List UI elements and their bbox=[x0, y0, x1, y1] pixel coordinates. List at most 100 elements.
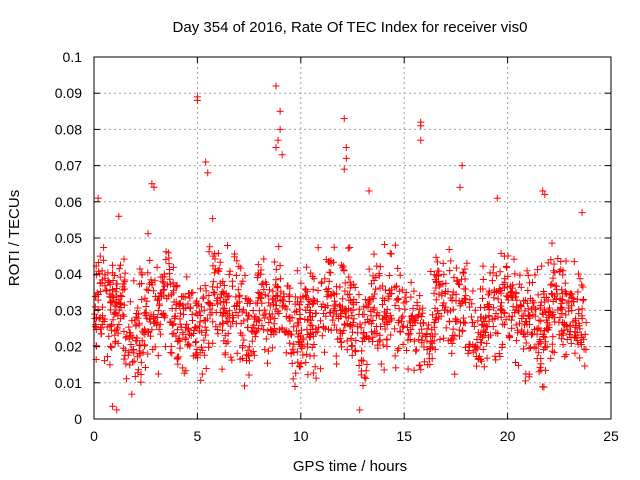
data-point bbox=[183, 273, 191, 281]
data-point bbox=[465, 346, 473, 354]
data-point bbox=[144, 230, 152, 238]
data-point bbox=[184, 325, 192, 333]
data-point bbox=[276, 107, 284, 115]
data-point bbox=[278, 151, 286, 159]
data-point bbox=[193, 297, 201, 305]
data-point bbox=[368, 328, 376, 336]
data-point bbox=[256, 293, 264, 301]
data-point bbox=[486, 269, 494, 277]
data-point bbox=[265, 318, 273, 326]
data-point bbox=[160, 273, 168, 281]
data-point bbox=[432, 296, 440, 304]
data-point bbox=[359, 382, 367, 390]
data-point bbox=[448, 339, 456, 347]
x-tick-label: 20 bbox=[500, 428, 516, 444]
data-point bbox=[156, 320, 164, 328]
data-point bbox=[499, 320, 507, 328]
data-point bbox=[557, 266, 565, 274]
data-point bbox=[244, 315, 252, 323]
data-point bbox=[579, 297, 587, 305]
data-point bbox=[556, 304, 564, 312]
data-point bbox=[113, 299, 121, 307]
data-point bbox=[209, 339, 217, 347]
data-point bbox=[196, 318, 204, 326]
data-point bbox=[291, 300, 299, 308]
data-point bbox=[532, 305, 540, 313]
data-point bbox=[264, 359, 272, 367]
data-point bbox=[393, 282, 401, 290]
data-point bbox=[296, 363, 304, 371]
data-point bbox=[578, 305, 586, 313]
data-point bbox=[236, 291, 244, 299]
data-point bbox=[478, 321, 486, 329]
data-point bbox=[134, 304, 142, 312]
data-point bbox=[534, 266, 542, 274]
data-point bbox=[549, 274, 557, 282]
data-point bbox=[255, 307, 263, 315]
data-point bbox=[493, 194, 501, 202]
data-point bbox=[153, 296, 161, 304]
data-point bbox=[97, 330, 105, 338]
data-point bbox=[269, 327, 277, 335]
data-point bbox=[298, 326, 306, 334]
data-point bbox=[309, 313, 317, 321]
data-point bbox=[344, 314, 352, 322]
data-point bbox=[211, 290, 219, 298]
data-point bbox=[371, 329, 379, 337]
data-point bbox=[160, 286, 168, 294]
data-point bbox=[407, 313, 415, 321]
data-point bbox=[415, 362, 423, 370]
data-point bbox=[483, 339, 491, 347]
data-point bbox=[118, 293, 126, 301]
data-point bbox=[549, 308, 557, 316]
data-point bbox=[151, 277, 159, 285]
data-point bbox=[496, 268, 504, 276]
data-point bbox=[484, 291, 492, 299]
data-point bbox=[348, 312, 356, 320]
data-point bbox=[286, 284, 294, 292]
data-point bbox=[208, 309, 216, 317]
data-point bbox=[102, 286, 110, 294]
data-point bbox=[190, 326, 198, 334]
data-point bbox=[211, 265, 219, 273]
data-point bbox=[148, 281, 156, 289]
data-point bbox=[225, 307, 233, 315]
data-point bbox=[409, 305, 417, 313]
data-point bbox=[313, 328, 321, 336]
data-point bbox=[169, 263, 177, 271]
data-point bbox=[176, 320, 184, 328]
data-point bbox=[126, 298, 134, 306]
data-point bbox=[231, 250, 239, 258]
data-point bbox=[205, 300, 213, 308]
data-point bbox=[567, 290, 575, 298]
data-point bbox=[380, 366, 388, 374]
data-point bbox=[218, 319, 226, 327]
data-point bbox=[455, 281, 463, 289]
data-point bbox=[402, 288, 410, 296]
data-point bbox=[184, 289, 192, 297]
data-point bbox=[168, 330, 176, 338]
data-point bbox=[440, 270, 448, 278]
data-point bbox=[130, 357, 138, 365]
data-point bbox=[442, 279, 450, 287]
data-point bbox=[269, 300, 277, 308]
data-point bbox=[109, 261, 117, 269]
data-point bbox=[238, 354, 246, 362]
data-point bbox=[94, 296, 102, 304]
data-point bbox=[220, 281, 228, 289]
data-point bbox=[467, 313, 475, 321]
data-point bbox=[473, 345, 481, 353]
data-point bbox=[330, 321, 338, 329]
data-point bbox=[435, 277, 443, 285]
data-point bbox=[563, 335, 571, 343]
data-point bbox=[257, 295, 265, 303]
data-point bbox=[104, 277, 112, 285]
data-point bbox=[342, 154, 350, 162]
data-point bbox=[276, 296, 284, 304]
data-point bbox=[164, 281, 172, 289]
data-point bbox=[420, 358, 428, 366]
data-point bbox=[179, 328, 187, 336]
data-point bbox=[108, 344, 116, 352]
data-point bbox=[99, 312, 107, 320]
data-point bbox=[200, 293, 208, 301]
